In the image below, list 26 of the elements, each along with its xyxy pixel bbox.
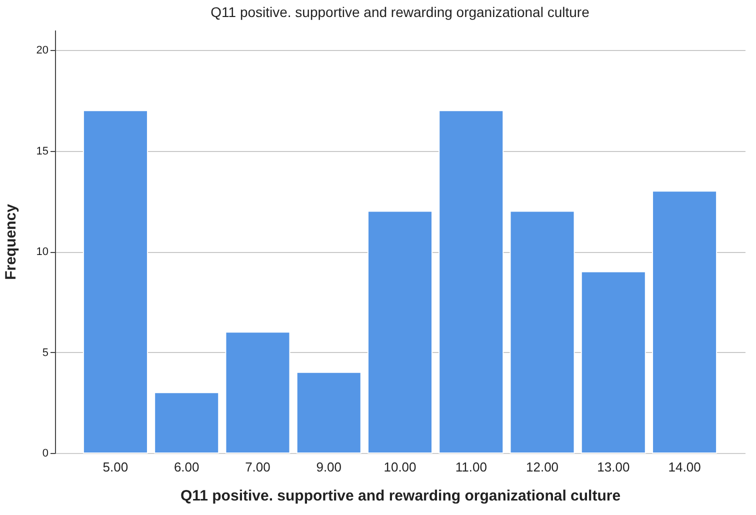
bar xyxy=(438,110,504,454)
bar xyxy=(580,271,646,454)
bar xyxy=(225,332,290,454)
y-tick-label: 10 xyxy=(36,246,48,258)
x-tick-label: 6.00 xyxy=(174,460,200,474)
bar xyxy=(510,210,575,454)
x-tick-label: 13.00 xyxy=(597,460,630,474)
x-tick-label: 12.00 xyxy=(526,460,559,474)
y-tick-label: 0 xyxy=(42,448,48,460)
bar xyxy=(652,190,718,454)
bar xyxy=(367,210,433,454)
bar xyxy=(154,392,220,454)
x-tick-label: 7.00 xyxy=(245,460,270,474)
x-axis-title: Q11 positive. supportive and rewarding organizational culture xyxy=(180,488,621,504)
y-axis-title: Frequency xyxy=(2,203,20,280)
y-tick-label: 15 xyxy=(36,145,48,158)
x-tick-label: 9.00 xyxy=(316,460,342,474)
x-tick-label: 5.00 xyxy=(102,460,128,474)
chart-title: Q11 positive. supportive and rewarding organizational culture xyxy=(210,4,590,20)
x-tick-label: 14.00 xyxy=(668,460,701,474)
bar xyxy=(296,372,362,454)
x-tick-label: 11.00 xyxy=(455,460,487,474)
y-tick-label: 20 xyxy=(36,44,48,57)
y-tick-label: 5 xyxy=(42,346,48,359)
x-tick-label: 10.00 xyxy=(384,460,416,474)
bar xyxy=(82,110,148,454)
